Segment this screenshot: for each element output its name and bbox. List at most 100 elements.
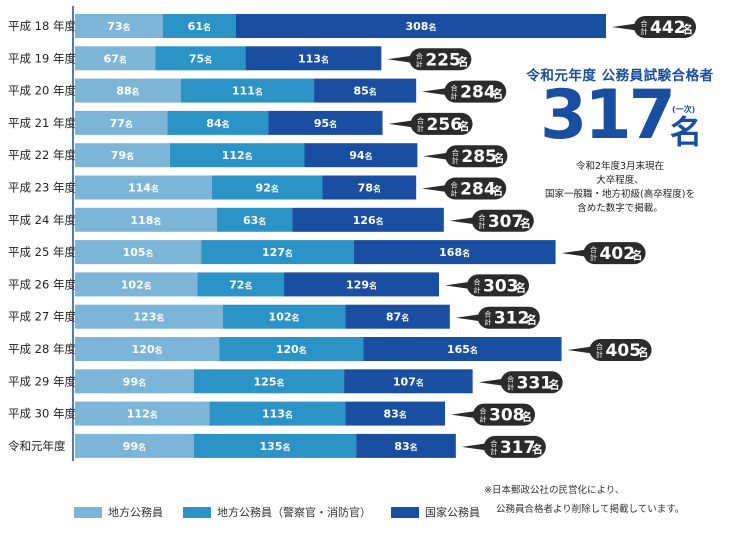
bubble-pointer	[567, 346, 596, 354]
total-unit-label: 名	[638, 345, 649, 359]
bar-segment	[345, 401, 446, 426]
total-prefix-label: 合	[490, 439, 497, 448]
bar-segment	[304, 143, 418, 168]
total-value-label: 256	[427, 115, 463, 135]
bar-segment	[201, 240, 354, 265]
total-prefix-label: 計	[478, 221, 485, 230]
total-unit-label: 名	[632, 248, 643, 262]
total-bubble	[473, 403, 536, 426]
legend-label: 国家公務員	[425, 506, 480, 519]
y-tick-label: 平成 23 年度	[8, 181, 76, 195]
bar-segment	[322, 175, 417, 200]
total-prefix-label: 計	[507, 382, 514, 391]
total-prefix-label: 合	[484, 310, 491, 319]
y-tick-label: 平成 27 年度	[8, 310, 76, 324]
total-value-label: 303	[483, 276, 519, 296]
total-prefix-label: 合	[452, 148, 459, 157]
footnote-line: 公務員合格者より削除して掲載しています。	[496, 504, 685, 515]
bar-segment-label: 63名	[243, 214, 266, 227]
y-tick-label: 平成 19 年度	[8, 51, 76, 65]
legend-swatch-police-fire	[183, 506, 211, 518]
bar-segment	[314, 78, 417, 103]
bar-segment-label: 112名	[127, 408, 158, 421]
bar-segment-label: 67名	[104, 52, 127, 65]
bar-segment	[75, 272, 198, 297]
bar-segment-label: 105名	[123, 246, 154, 259]
bar-segment-label: 126名	[353, 214, 384, 227]
total-value-label: 312	[494, 309, 529, 329]
total-prefix-label: 計	[590, 253, 597, 262]
headline-sub: (一次)	[672, 105, 696, 114]
bar-segment-label: 83名	[384, 408, 407, 421]
total-bubble	[589, 339, 652, 361]
total-prefix-label: 合	[474, 277, 481, 286]
bar-segment-label: 94名	[349, 149, 372, 162]
bar-segment	[75, 110, 168, 135]
bar-segment	[75, 175, 212, 200]
bubble-pointer	[449, 216, 478, 225]
bar-segment-label: 99名	[123, 375, 146, 388]
total-prefix-label: 計	[416, 59, 423, 68]
total-bubble	[583, 242, 646, 265]
bar-segment	[209, 401, 346, 426]
bar-segment	[356, 433, 456, 458]
headline-note-line: 大卒程度、	[596, 175, 644, 186]
total-unit-label: 名	[682, 22, 693, 36]
y-tick-label: 平成 21 年度	[8, 116, 76, 130]
bar-segment-label: 92名	[256, 182, 279, 195]
bar-segment	[75, 143, 170, 168]
bar-segment-label: 112名	[222, 149, 253, 162]
bar-segment	[75, 401, 210, 426]
bar-segment	[155, 46, 246, 71]
bubble-pointer	[388, 119, 417, 128]
bar-segment	[75, 14, 163, 38]
bar-segment-label: 118名	[130, 214, 161, 227]
total-bubble	[444, 177, 507, 200]
total-bubble	[477, 306, 540, 329]
total-prefix-label: 合	[596, 342, 603, 351]
bar-segment-label: 77名	[110, 117, 133, 130]
bubble-pointer	[423, 152, 452, 161]
total-prefix-label: 計	[452, 156, 459, 165]
bar-segment	[292, 207, 444, 232]
bar-segment	[363, 337, 562, 361]
footnote: ※日本郵政公社の民営化により、 公務員合格者より削除して掲載しています。	[484, 481, 684, 519]
bar-segment	[245, 46, 382, 71]
total-bubble	[634, 16, 696, 38]
legend-item-local: 地方公務員	[74, 504, 163, 520]
total-prefix-label: 計	[596, 350, 603, 359]
bar-segment-label: 79名	[111, 149, 134, 162]
total-prefix-label: 合	[590, 245, 597, 254]
bar-segment-label: 125名	[254, 375, 285, 388]
bar-segment	[211, 175, 323, 200]
total-value-label: 225	[425, 50, 461, 70]
headline-title: 令和元年度 公務員試験合格者	[526, 68, 714, 84]
total-unit-label: 名	[457, 54, 468, 68]
bar-segment-label: 168名	[439, 246, 470, 259]
headline-note-line: 国家一般職・地方初級(高卒程度)を	[545, 189, 695, 200]
y-tick-label: 平成 18 年度	[8, 19, 76, 33]
total-unit-label: 名	[493, 151, 504, 165]
y-tick-label: 平成 29 年度	[8, 374, 76, 388]
bar-segment	[75, 433, 194, 458]
bar-segment-label: 129名	[346, 278, 377, 291]
headline-note-line: 含めた数字で掲載。	[577, 203, 663, 214]
total-bubble	[483, 435, 546, 458]
bar-segment	[75, 240, 202, 265]
headline-number-row: 317 (一次) 名	[510, 76, 730, 155]
total-prefix-label: 合	[480, 407, 487, 416]
bar-segment	[75, 78, 181, 103]
bar-segment-label: 88名	[116, 85, 139, 98]
headline-unit: 名	[670, 113, 703, 151]
y-tick-label: 平成 22 年度	[8, 148, 76, 162]
total-bubble	[409, 48, 472, 71]
bar-segment-label: 75名	[189, 52, 212, 65]
bar-segment	[75, 304, 223, 329]
bubble-pointer	[422, 87, 451, 96]
bar-segment	[235, 14, 606, 38]
bar-segment	[353, 240, 556, 265]
bar-segment-label: 95名	[314, 117, 337, 130]
y-tick-label: 平成 24 年度	[8, 213, 76, 227]
total-prefix-label: 合	[478, 213, 485, 222]
total-prefix-label: 合	[416, 51, 423, 60]
